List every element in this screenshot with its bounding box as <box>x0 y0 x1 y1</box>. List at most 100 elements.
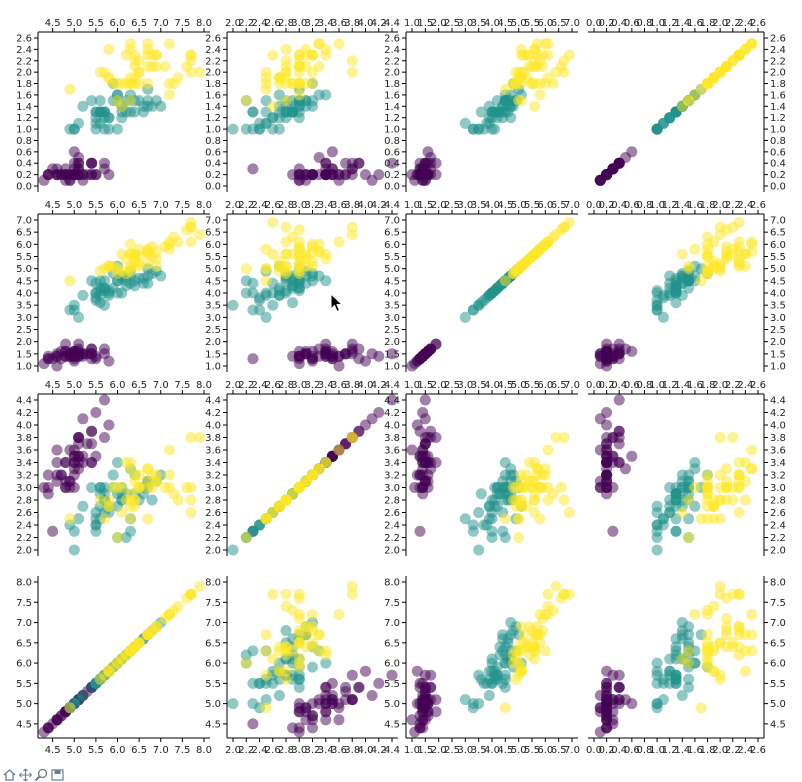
y-tick-label: 8.0 <box>16 578 32 589</box>
scatter-point-s2-30 <box>708 600 720 612</box>
y-tick-label: 4.0 <box>384 421 400 432</box>
scatter-point-s2-45 <box>142 49 154 61</box>
y-tick-label: 3.8 <box>205 433 221 444</box>
y-tick-label: 5.0 <box>770 699 786 710</box>
scatter-point-s2-46 <box>708 645 720 657</box>
home-icon[interactable] <box>2 768 17 782</box>
scatter-point-s2-44 <box>142 246 154 258</box>
scatter-point-s2-31 <box>346 432 358 443</box>
scatter-point-s2-22 <box>558 66 570 78</box>
scatter-point-s2-31 <box>194 432 206 443</box>
scatter-point-s1-49 <box>670 494 682 506</box>
scatter-point-s0-48 <box>419 686 431 697</box>
y-tick-label: 3.6 <box>205 446 221 457</box>
scatter-point-s2-35 <box>293 588 305 600</box>
scatter-point-s2-9 <box>542 38 554 50</box>
y-tick-label: 6.5 <box>384 638 400 649</box>
y-tick-label: 1.8 <box>384 79 400 90</box>
scatter-point-s0-44 <box>430 432 442 443</box>
y-tick-label: 0.6 <box>384 147 400 158</box>
scatter-point-s2-25 <box>163 469 175 481</box>
x-tick-label: 3.0 <box>291 200 307 211</box>
y-tick-label: 7.5 <box>384 598 400 609</box>
scatter-point-s2-47 <box>714 482 726 493</box>
x-tick-label: 1.4 <box>674 380 690 391</box>
scatter-point-s2-46 <box>513 645 525 657</box>
scatter-point-s2-6 <box>64 83 76 95</box>
x-tick-label: 6.0 <box>110 745 126 756</box>
scatter-point-s2-2 <box>159 61 171 72</box>
x-tick-label: 2.4 <box>252 380 268 391</box>
y-tick-label: 2.4 <box>770 521 786 532</box>
scatter-point-s2-24 <box>721 463 732 475</box>
y-tick-label: 3.8 <box>770 433 786 444</box>
scatter-point-s2-32 <box>280 55 292 67</box>
y-tick-label: 7.0 <box>16 216 32 227</box>
x-tick-label: 3.5 <box>471 380 487 391</box>
x-tick-label: 5.5 <box>524 18 540 29</box>
subplot-r1-c2: 1.01.52.02.53.03.54.04.55.05.56.06.57.01… <box>384 200 580 373</box>
scatter-point-s1-47 <box>494 649 506 661</box>
x-tick-label: 2.6 <box>265 18 281 29</box>
scatter-point-s2-9 <box>333 38 345 50</box>
scatter-point-s1-9 <box>77 100 89 112</box>
y-tick-label: 2.0 <box>770 68 786 79</box>
y-tick-label: 0.2 <box>384 170 400 181</box>
scatter-point-s0-43 <box>626 450 638 462</box>
y-tick-label: 0.8 <box>16 136 32 147</box>
scatter-point-s0-43 <box>326 146 338 158</box>
scatter-point-s1-48 <box>459 311 471 323</box>
x-tick-label: 5.0 <box>66 18 82 29</box>
pan-icon[interactable] <box>18 768 33 782</box>
zoom-icon[interactable] <box>34 768 49 782</box>
x-tick-label: 4.0 <box>484 380 500 391</box>
y-tick-label: 3.5 <box>770 301 786 312</box>
scatter-point-s2-43 <box>733 469 745 481</box>
scatter-point-s2-6 <box>64 702 76 714</box>
x-tick-label: 4.0 <box>484 745 500 756</box>
scatter-point-s2-18 <box>563 49 575 61</box>
scatter-point-s1-10 <box>227 544 239 556</box>
y-tick-label: 6.0 <box>16 240 32 251</box>
scatter-point-s2-49 <box>107 482 119 493</box>
scatter-point-s2-24 <box>142 61 154 72</box>
y-tick-label: 2.6 <box>770 508 786 519</box>
y-tick-label: 4.5 <box>384 276 400 287</box>
scatter-point-s0-18 <box>346 669 358 681</box>
x-tick-label: 0.6 <box>624 200 640 211</box>
scatter-point-s0-49 <box>417 169 429 181</box>
scatter-point-s1-29 <box>99 123 110 135</box>
scatter-point-s2-33 <box>280 95 292 107</box>
x-tick-label: 7.0 <box>564 745 580 756</box>
scatter-point-s2-5 <box>555 482 567 493</box>
x-tick-label: 2.0 <box>712 380 728 391</box>
scatter-point-s0-36 <box>326 677 338 689</box>
x-tick-label: 2.5 <box>444 380 460 391</box>
x-tick-label: 3.8 <box>344 380 360 391</box>
x-tick-label: 3.4 <box>318 380 334 391</box>
scatter-point-s2-34 <box>267 100 279 112</box>
y-tick-label: 2.5 <box>205 325 221 336</box>
scatter-point-s2-45 <box>142 629 154 641</box>
scatter-point-s0-18 <box>607 669 619 681</box>
scatter-point-s2-34 <box>676 507 688 518</box>
y-tick-label: 3.2 <box>16 471 32 482</box>
y-tick-label: 2.2 <box>205 533 221 544</box>
x-tick-label: 4.5 <box>45 380 61 391</box>
x-tick-label: 1.8 <box>700 380 716 391</box>
scatter-point-s2-22 <box>558 221 570 233</box>
x-tick-label: 4.4 <box>384 380 400 391</box>
y-tick-label: 5.5 <box>770 252 786 263</box>
save-icon[interactable] <box>50 768 65 782</box>
scatter-point-s0-44 <box>613 432 625 443</box>
x-tick-label: 7.0 <box>564 380 580 391</box>
y-tick-label: 3.0 <box>205 483 221 494</box>
scatter-point-s2-31 <box>194 66 206 78</box>
y-tick-label: 2.0 <box>16 546 32 557</box>
scatter-point-s1-35 <box>689 457 701 468</box>
scatter-point-s1-49 <box>99 285 110 297</box>
scatter-point-s0-15 <box>386 394 398 406</box>
x-tick-label: 2.0 <box>431 18 447 29</box>
y-tick-label: 5.5 <box>205 252 221 263</box>
